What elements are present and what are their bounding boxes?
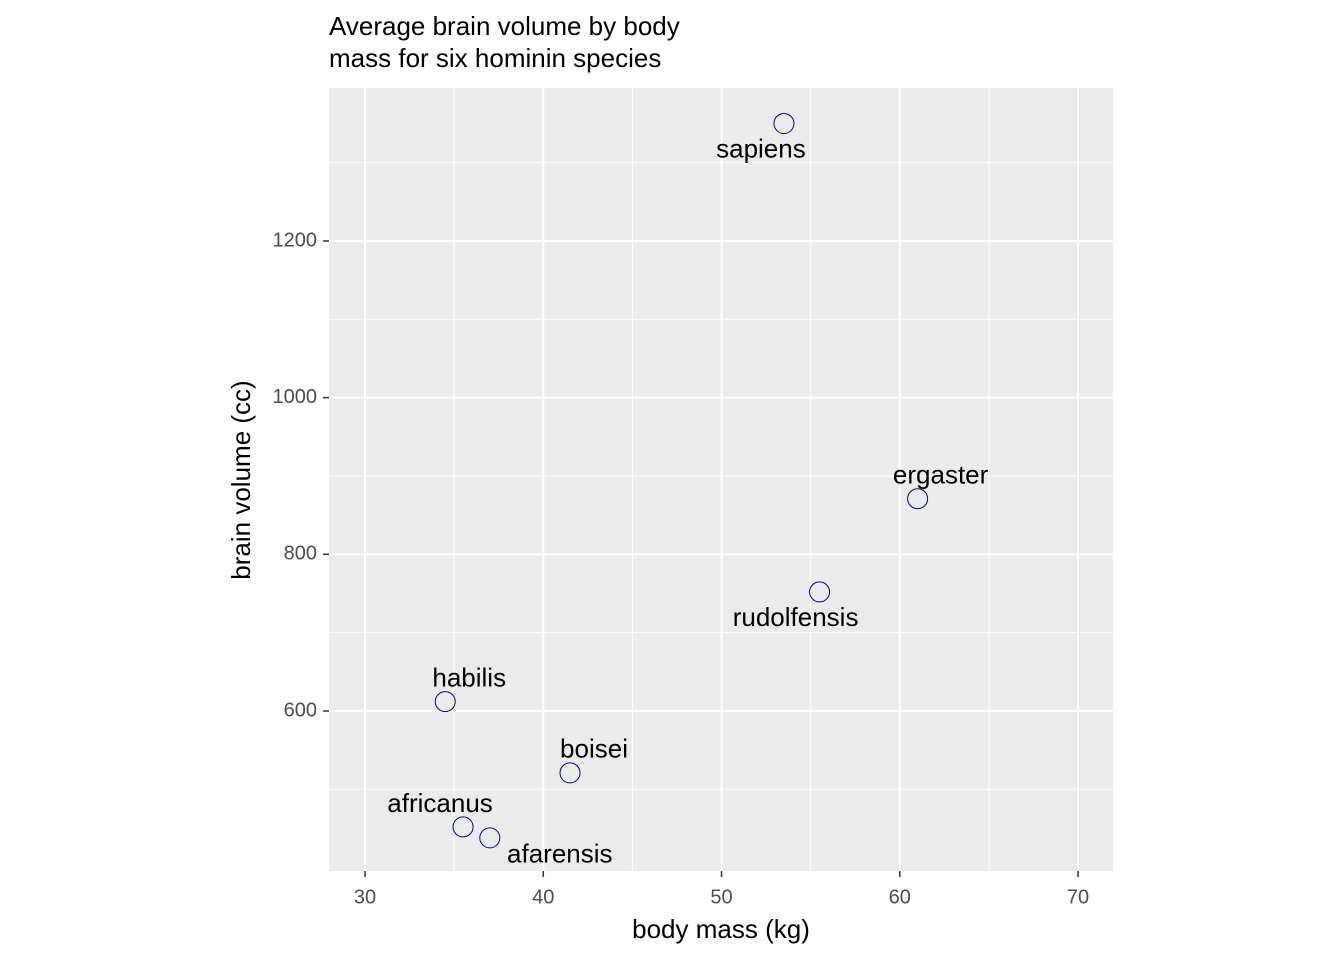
- chart-title: Average brain volume by body mass for si…: [329, 11, 680, 73]
- point: [479, 827, 501, 849]
- point-label: rudolfensis: [733, 602, 859, 632]
- point-label: afarensis: [507, 839, 613, 869]
- point: [907, 488, 929, 510]
- point: [809, 581, 831, 603]
- x-tick-label: 30: [354, 886, 376, 908]
- point: [559, 762, 581, 784]
- x-tick-label: 50: [710, 886, 732, 908]
- marks: sapiens ergaster rudolfensis habilis boisei a…: [387, 112, 989, 869]
- point-label: ergaster: [893, 460, 989, 490]
- y-tick-label: 1000: [273, 386, 318, 408]
- point-label: africanus: [387, 788, 493, 818]
- x-tick-label: 70: [1067, 886, 1089, 908]
- point-label: habilis: [432, 662, 506, 692]
- point: [452, 816, 474, 838]
- grid: [329, 88, 1113, 871]
- y-tick-label: 600: [284, 699, 317, 721]
- y-axis-title: brain volume (cc): [226, 380, 256, 579]
- point-label: sapiens: [716, 133, 806, 163]
- y-tick-label: 1200: [273, 229, 318, 251]
- x-axis-title: body mass (kg): [632, 914, 810, 944]
- point: [434, 691, 456, 713]
- point-label: boisei: [560, 734, 628, 764]
- x-tick-label: 40: [532, 886, 554, 908]
- y-tick-label: 800: [284, 543, 317, 565]
- x-tick-label: 60: [889, 886, 911, 908]
- point: [773, 112, 795, 134]
